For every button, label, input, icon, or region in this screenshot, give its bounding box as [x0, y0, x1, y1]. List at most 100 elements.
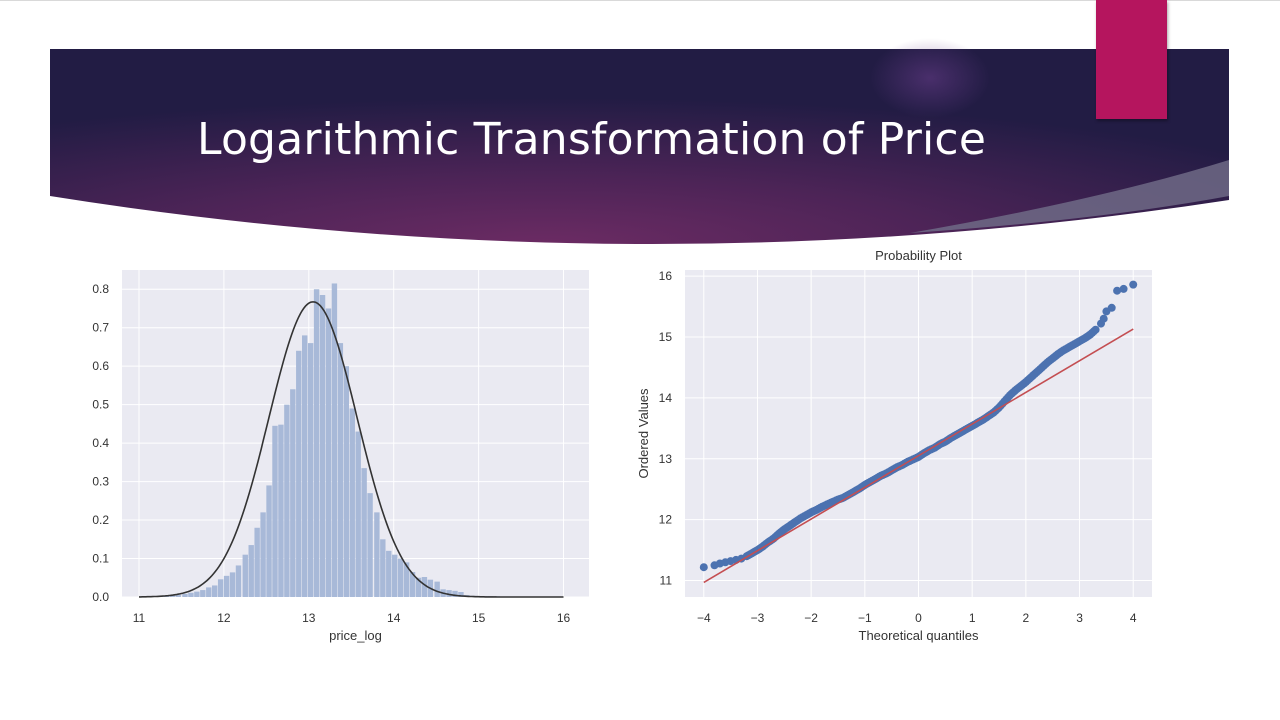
hist-bar — [212, 585, 218, 597]
hist-bar — [380, 539, 386, 597]
hist-bar — [242, 554, 248, 597]
hist-bar — [272, 425, 278, 597]
hist-bar — [349, 408, 355, 597]
hist-bar — [331, 283, 338, 597]
hist-bar — [343, 366, 350, 597]
hist-bar — [194, 591, 200, 597]
histogram-chart: 0.0 0.1 0.2 0.3 0.4 0.5 0.6 0.7 0.8 11 12 13 14 15 16 p… — [92, 270, 589, 643]
hist-x-tick-label: 16 — [557, 611, 571, 625]
hist-y-tick-label: 0.1 — [92, 552, 109, 566]
qq-point — [1129, 280, 1138, 289]
hist-y-tick-label: 0.3 — [92, 475, 109, 489]
hist-bar — [446, 590, 452, 597]
hist-bar — [374, 512, 380, 597]
hist-y-tick-label: 0.4 — [92, 436, 109, 450]
qq-point — [1119, 284, 1128, 293]
hist-bar — [367, 493, 373, 597]
qq-y-axis-label: Ordered Values — [636, 388, 651, 479]
qq-x-tick-label: −2 — [804, 611, 818, 625]
hist-density-curve — [139, 301, 564, 598]
hist-bar — [175, 594, 181, 597]
hist-bar — [206, 587, 212, 597]
banner-glow — [870, 38, 990, 118]
hist-x-tick-label: 15 — [472, 611, 486, 625]
qq-y-tick-label: 12 — [659, 513, 673, 527]
qq-x-tick-label: 0 — [915, 611, 922, 625]
hist-x-axis-label: price_log — [329, 628, 382, 643]
hist-bar — [235, 565, 242, 597]
hist-bar — [452, 590, 458, 597]
hist-bar — [302, 335, 308, 597]
hist-y-tick-label: 0.7 — [92, 321, 109, 335]
qq-point — [1113, 286, 1122, 295]
qq-x-tick-label: 3 — [1076, 611, 1083, 625]
hist-bar — [458, 591, 464, 597]
hist-bar — [290, 389, 296, 597]
qq-x-tick-label: −1 — [858, 611, 872, 625]
hist-bar — [296, 350, 302, 597]
hist-bar — [397, 558, 404, 597]
hist-bar — [200, 590, 206, 597]
qq-y-tick-label: 13 — [659, 452, 673, 466]
hist-y-tick-label: 0.0 — [92, 590, 109, 604]
qq-x-axis-label: Theoretical quantiles — [859, 628, 979, 643]
hist-x-tick-label: 13 — [302, 611, 316, 625]
qq-y-tick-label: 16 — [659, 269, 673, 283]
hist-bar — [386, 550, 392, 597]
hist-bar — [337, 343, 344, 597]
hist-bar — [248, 545, 254, 597]
hist-x-tick-label: 11 — [133, 611, 146, 625]
hist-bar — [254, 527, 260, 597]
qq-point — [1099, 314, 1108, 323]
hist-bar — [392, 554, 398, 597]
hist-x-tick-label: 12 — [217, 611, 231, 625]
hist-bar — [229, 572, 236, 597]
top-border — [0, 0, 1280, 1]
banner-swoosh — [910, 160, 1229, 233]
hist-bar — [284, 404, 290, 597]
hist-bar — [421, 576, 428, 597]
qq-title: Probability Plot — [875, 248, 962, 263]
hist-bar — [313, 289, 320, 597]
hist-y-tick-label: 0.8 — [92, 282, 109, 296]
qq-y-tick-label: 14 — [659, 391, 673, 405]
hist-bar — [266, 485, 272, 597]
hist-y-tick-label: 0.2 — [92, 513, 109, 527]
accent-block — [1096, 0, 1167, 119]
hist-bar — [434, 581, 440, 597]
qq-fit-line — [703, 328, 1134, 584]
hist-bar — [182, 593, 188, 597]
qq-x-tick-label: 2 — [1023, 611, 1030, 625]
qq-x-tick-label: −3 — [751, 611, 765, 625]
qq-x-tick-label: 1 — [969, 611, 976, 625]
qq-x-tick-label: 4 — [1130, 611, 1137, 625]
hist-bar — [217, 579, 224, 597]
qq-point — [1091, 325, 1100, 334]
hist-bar — [319, 295, 326, 597]
slide-title: Logarithmic Transformation of Price — [197, 114, 987, 165]
hist-y-tick-label: 0.5 — [92, 398, 109, 412]
hist-bar — [278, 424, 284, 597]
hist-bar — [325, 308, 332, 597]
title-banner — [50, 38, 1229, 245]
hist-bar — [415, 577, 422, 597]
qq-x-tick-label: −4 — [697, 611, 711, 625]
hist-bar — [409, 571, 416, 597]
qq-point — [699, 563, 708, 572]
hist-bar — [307, 343, 314, 597]
hist-bar — [361, 468, 367, 597]
qq-y-tick-label: 11 — [660, 574, 673, 588]
hist-bar — [403, 562, 410, 597]
hist-bar — [355, 431, 361, 597]
hist-bar — [188, 592, 194, 597]
qq-point — [1107, 303, 1116, 312]
qq-y-tick-label: 15 — [659, 330, 673, 344]
hist-y-tick-label: 0.6 — [92, 359, 109, 373]
hist-bar — [169, 595, 175, 597]
hist-x-tick-label: 14 — [387, 611, 401, 625]
hist-bar — [260, 512, 266, 597]
histogram-plot-area: 0.0 0.1 0.2 0.3 0.4 0.5 0.6 0.7 0.8 11 12 13 14 15 16 p… — [92, 270, 589, 643]
hist-bar — [223, 575, 230, 597]
